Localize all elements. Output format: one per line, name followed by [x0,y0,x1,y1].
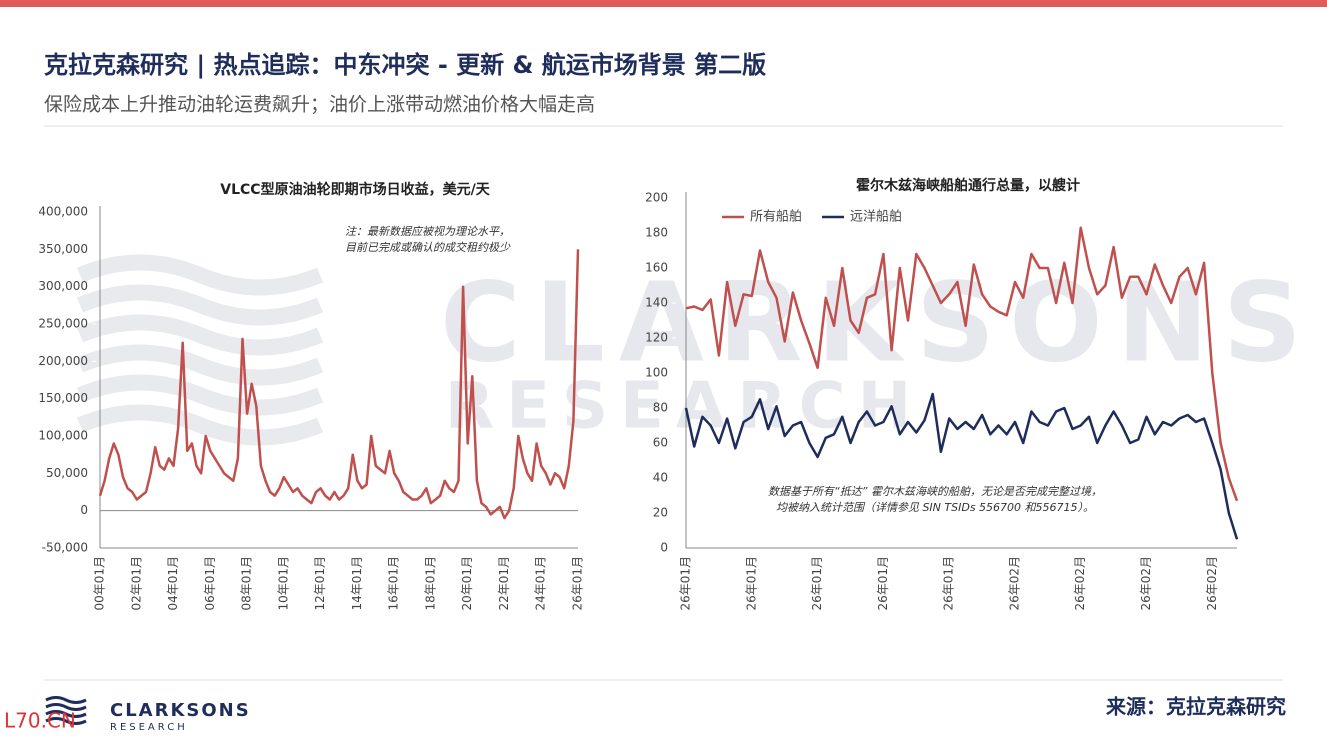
y-tick-label: -50,000 [42,541,88,555]
x-tick-label: 26年01月 [679,556,693,611]
y-tick-label: 180 [645,226,668,240]
y-tick-label: 20 [653,506,668,520]
chart-title: VLCC型原油油轮即期市场日收益，美元/天 [220,181,490,198]
y-tick-label: 200,000 [38,354,88,368]
y-tick-label: 400,000 [38,205,88,219]
x-tick-label: 26年01月 [810,556,824,611]
x-tick-label: 26年02月 [1139,556,1153,611]
series-line [685,226,1239,502]
site-watermark: L70.CN [4,709,76,733]
watermark-text: CLARKSONS [440,258,1316,386]
y-tick-label: 50,000 [46,466,88,480]
annotation: 注：最新数据应被视为理论水平， [345,225,510,238]
y-tick-label: 0 [80,503,88,517]
series-line [684,392,1239,540]
x-tick-label: 26年02月 [1073,556,1087,611]
y-tick-label: 200 [645,191,668,205]
annotation: 数据基于所有“抵达” 霍尔木兹海峡的船舶，无论是否完成完整过境， [768,485,1102,498]
y-tick-label: 80 [653,401,668,415]
x-tick-label: 26年01月 [876,556,890,611]
y-tick-label: 160 [645,261,668,275]
x-tick-label: 12年01月 [313,556,327,611]
top-bar [0,0,1327,7]
y-tick-label: 120 [645,331,668,345]
y-tick-label: 40 [653,471,668,485]
x-tick-label: 24年01月 [534,556,548,611]
x-tick-label: 20年01月 [460,556,474,611]
y-tick-label: 100,000 [38,429,88,443]
x-tick-label: 02年01月 [129,556,143,611]
y-tick-label: 100 [645,366,668,380]
y-tick-label: 350,000 [38,242,88,256]
x-tick-label: 00年01月 [93,556,107,611]
x-tick-label: 26年02月 [1007,556,1021,611]
legend-label: 远洋船舶 [850,209,902,225]
x-tick-label: 26年01月 [744,556,758,611]
logo-sub: RESEARCH [110,722,188,733]
x-tick-label: 14年01月 [350,556,364,611]
x-tick-label: 26年01月 [571,556,585,611]
watermark: CLARKSONS RESEARCH [76,254,1316,446]
x-tick-label: 06年01月 [203,556,217,611]
y-tick-label: 300,000 [38,279,88,293]
series-line [98,249,580,520]
annotation: 均被纳入统计范围（详情参见 SIN TSIDs 556700 和556715）。 [776,501,1094,514]
watermark-text: RESEARCH [445,370,923,444]
y-tick-label: 140 [645,296,668,310]
legend-label: 所有船舶 [750,209,802,225]
y-tick-label: 0 [660,541,668,555]
x-tick-label: 26年02月 [1205,556,1219,611]
y-tick-label: 250,000 [38,317,88,331]
x-tick-label: 08年01月 [240,556,254,611]
annotation: 目前已完成或确认的成交租约极少 [345,241,511,254]
logo-mark [45,696,87,725]
source: 来源：克拉克森研究 [1105,695,1286,719]
x-tick-label: 18年01月 [423,556,437,611]
y-tick-label: 60 [653,436,668,450]
slide-subtitle: 保险成本上升推动油轮运费飙升；油价上涨带动燃油价格大幅走高 [44,94,595,116]
x-tick-label: 04年01月 [166,556,180,611]
slide-title: 克拉克森研究 | 热点追踪：中东冲突 - 更新 & 航运市场背景 第二版 [44,51,766,79]
x-tick-label: 10年01月 [276,556,290,611]
x-tick-label: 26年01月 [942,556,956,611]
watermark-logo [76,254,324,446]
x-tick-label: 16年01月 [387,556,401,611]
chart-title: 霍尔木兹海峡船舶通行总量，以艘计 [856,177,1080,194]
y-tick-label: 150,000 [38,391,88,405]
logo-name: CLARKSONS [110,700,251,721]
x-tick-label: 22年01月 [497,556,511,611]
